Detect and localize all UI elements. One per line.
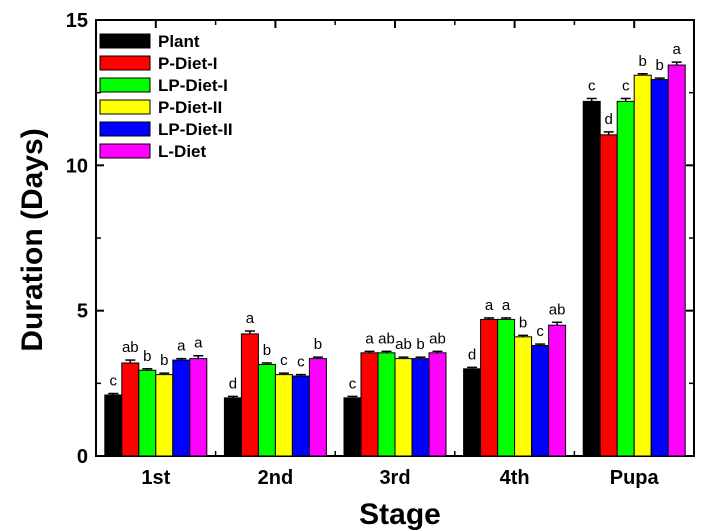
significance-label: b: [143, 348, 151, 365]
bar: [497, 318, 516, 457]
legend-label: LP-Diet-II: [158, 120, 233, 139]
bar: [377, 352, 396, 457]
significance-label: b: [519, 314, 527, 331]
x-tick-label: 4th: [500, 467, 530, 489]
legend-swatch: [99, 99, 151, 115]
bar: [633, 74, 652, 457]
bar: [650, 79, 669, 457]
significance-label: d: [229, 375, 237, 392]
bar: [616, 100, 635, 457]
legend: Plant P-Diet-I LP-Diet-I P-Diet-II LP-Diet-I…: [99, 32, 233, 161]
y-tick-label: 5: [77, 301, 88, 323]
y-axis-title: Duration (Days): [16, 128, 49, 351]
significance-label: a: [365, 330, 374, 347]
bar: [480, 318, 499, 457]
significance-label: a: [485, 297, 494, 314]
bar: [138, 369, 157, 457]
significance-label: c: [536, 323, 544, 340]
legend-label: Plant: [158, 32, 200, 51]
significance-label: ab: [378, 330, 395, 347]
bar: [394, 358, 413, 457]
bar: [274, 374, 293, 457]
bar: [104, 394, 123, 457]
x-tick-label: 2nd: [258, 467, 294, 489]
bar: [343, 397, 362, 457]
bar: [223, 397, 242, 457]
bar: [582, 100, 601, 457]
significance-label: b: [416, 336, 424, 353]
significance-label: d: [605, 111, 613, 128]
bar: [514, 336, 533, 457]
significance-label: a: [246, 310, 255, 327]
x-tick-label: Pupa: [610, 467, 660, 489]
y-tick-label: 0: [77, 446, 88, 468]
significance-label: b: [639, 53, 647, 70]
significance-label: a: [502, 297, 511, 314]
significance-label: c: [280, 352, 288, 369]
significance-label: ab: [395, 336, 412, 353]
x-tick-label: 3rd: [379, 467, 410, 489]
bar: [360, 352, 379, 457]
significance-label: b: [263, 342, 271, 359]
legend-label: L-Diet: [158, 142, 207, 161]
legend-label: LP-Diet-I: [158, 76, 228, 95]
x-tick-label: 1st: [141, 467, 170, 489]
significance-label: b: [656, 57, 664, 74]
bar: [428, 352, 447, 457]
significance-label: ab: [122, 339, 139, 356]
bar: [667, 64, 686, 457]
significance-label: d: [468, 346, 476, 363]
significance-label: a: [673, 41, 682, 58]
bar: [548, 324, 567, 457]
significance-label: c: [297, 354, 305, 371]
bar: [411, 358, 430, 457]
significance-label: b: [160, 352, 168, 369]
x-axis-title: Stage: [359, 498, 441, 531]
significance-label: a: [177, 338, 186, 355]
bar: [308, 358, 327, 457]
legend-swatch: [99, 33, 151, 49]
bar: [172, 359, 191, 457]
significance-label: ab: [549, 301, 566, 318]
significance-label: a: [194, 335, 203, 352]
bar: [291, 375, 310, 457]
bar: [257, 363, 276, 457]
bar: [531, 345, 550, 457]
legend-swatch: [99, 143, 151, 159]
y-tick-label: 15: [66, 10, 88, 32]
legend-swatch: [99, 121, 151, 137]
significance-label: c: [349, 375, 357, 392]
significance-label: c: [110, 373, 118, 390]
bar: [155, 374, 174, 457]
bar: [240, 333, 259, 457]
bar: [121, 362, 140, 457]
bar: [463, 368, 482, 457]
significance-label: ab: [429, 330, 446, 347]
legend-label: P-Diet-I: [158, 54, 218, 73]
significance-label: b: [314, 336, 322, 353]
legend-swatch: [99, 55, 151, 71]
y-tick-label: 10: [66, 155, 88, 177]
legend-swatch: [99, 77, 151, 93]
bar: [599, 134, 618, 457]
legend-label: P-Diet-II: [158, 98, 222, 117]
significance-label: c: [622, 77, 630, 94]
significance-label: c: [588, 77, 596, 94]
bar: [189, 358, 208, 457]
